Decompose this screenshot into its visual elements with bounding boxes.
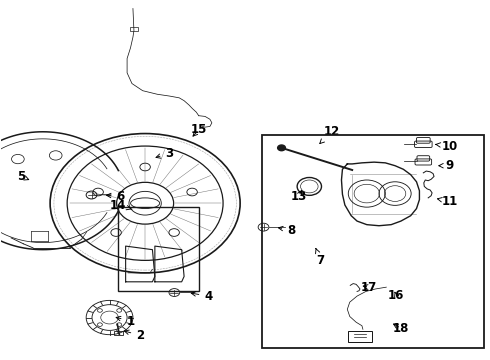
Text: 13: 13 bbox=[291, 190, 307, 203]
Bar bbox=[130, 27, 138, 31]
Text: 10: 10 bbox=[436, 140, 458, 153]
Text: 16: 16 bbox=[388, 288, 404, 302]
Text: 17: 17 bbox=[361, 281, 377, 294]
Text: 12: 12 bbox=[320, 125, 340, 144]
Text: 11: 11 bbox=[438, 195, 458, 208]
Text: 14: 14 bbox=[110, 198, 132, 212]
Text: 18: 18 bbox=[392, 322, 409, 335]
Bar bbox=[262, 135, 484, 348]
Text: 3: 3 bbox=[156, 147, 173, 160]
Text: 4: 4 bbox=[191, 289, 213, 303]
Text: 1: 1 bbox=[116, 315, 135, 328]
Bar bbox=[118, 207, 199, 291]
Text: 7: 7 bbox=[316, 248, 324, 267]
Text: 15: 15 bbox=[191, 123, 207, 136]
Bar bbox=[348, 331, 372, 342]
Bar bbox=[114, 332, 122, 335]
Text: 5: 5 bbox=[17, 170, 29, 183]
Text: 8: 8 bbox=[278, 224, 295, 237]
Text: 6: 6 bbox=[106, 190, 125, 203]
Circle shape bbox=[278, 145, 286, 151]
Text: 9: 9 bbox=[439, 159, 454, 172]
Text: 2: 2 bbox=[124, 329, 145, 342]
